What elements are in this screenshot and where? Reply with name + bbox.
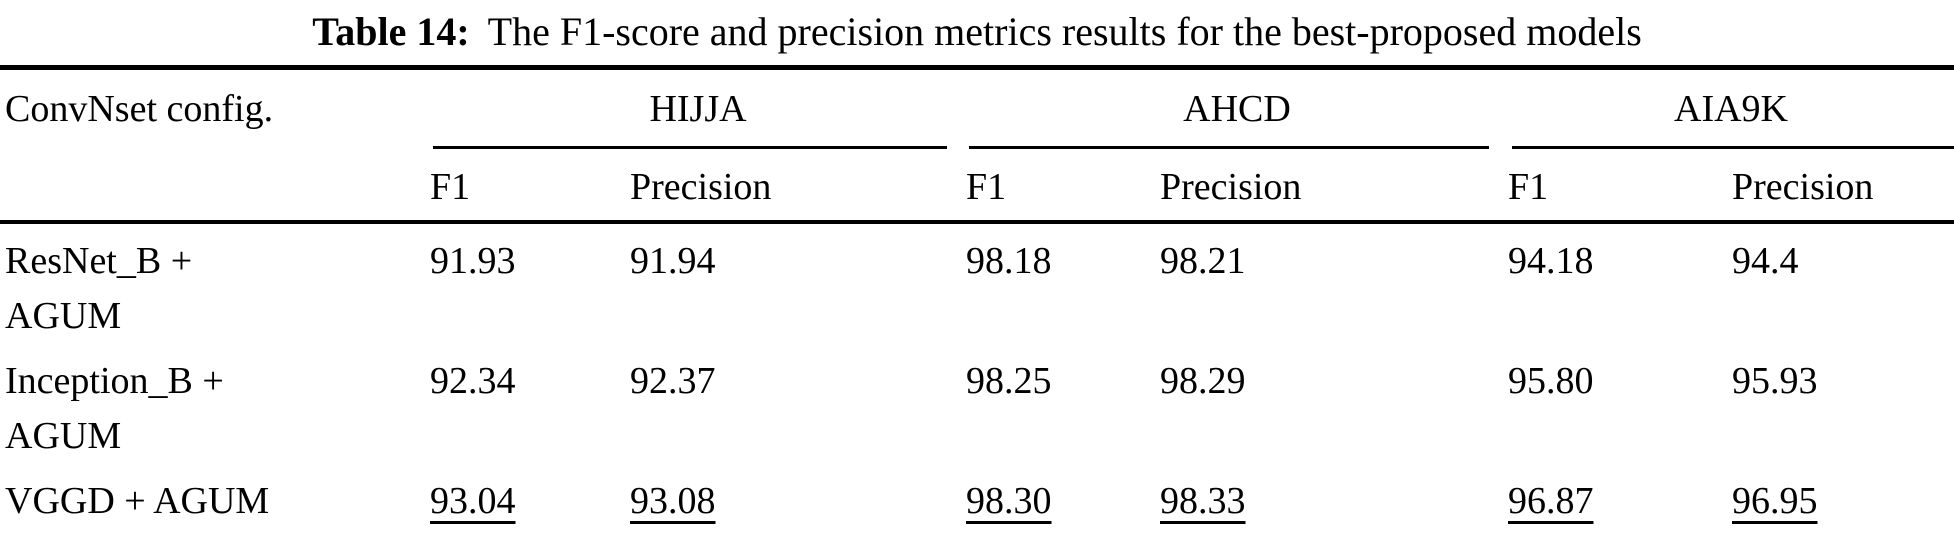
group-header-aia9k: AIA9K [1508,70,1954,149]
metric-value: 98.18 [966,240,1052,282]
subheader-hijja-f1: F1 [430,149,630,224]
metric-value-best: 96.95 [1732,480,1818,522]
subheader-hijja-precision: Precision [630,149,966,224]
metric-value: 94.4 [1732,240,1799,282]
metric-value: 95.80 [1508,360,1594,402]
subheader-ahcd-precision: Precision [1160,149,1508,224]
metric-value: 91.93 [430,240,516,282]
subheader-spacer [0,149,430,224]
model-name-line1: VGGD + AGUM [5,480,270,522]
model-name-line2: AGUM [5,415,122,457]
model-name-line2: AGUM [5,295,122,337]
column-header-convnet-config: ConvNset config. [5,88,274,130]
subheader-aia9k-f1: F1 [1508,149,1732,224]
metric-value-best: 93.04 [430,480,516,522]
metric-value: 92.34 [430,360,516,402]
model-name-line1: Inception_B + [5,360,224,402]
results-table: ConvNset config. HIJJA AHCD AIA9K F1 Pre… [0,65,1954,542]
metric-value-best: 96.87 [1508,480,1594,522]
metric-value-best: 98.30 [966,480,1052,522]
model-name: ResNet_B + AGUM [0,224,430,344]
model-name: Inception_B + AGUM [0,344,430,464]
metric-value: 92.37 [630,360,716,402]
metric-value: 98.29 [1160,360,1246,402]
metric-value: 98.21 [1160,240,1246,282]
metric-value: 98.25 [966,360,1052,402]
subheader-ahcd-f1: F1 [966,149,1160,224]
metric-value: 94.18 [1508,240,1594,282]
group-header-hijja: HIJJA [430,70,966,149]
model-name-line1: ResNet_B + [5,240,193,282]
metric-value-best: 93.08 [630,480,716,522]
metric-value: 95.93 [1732,360,1818,402]
group-header-ahcd: AHCD [966,70,1508,149]
model-name: VGGD + AGUM [0,464,430,542]
metric-value: 91.94 [630,240,716,282]
table-caption: Table 14: The F1-score and precision metr… [0,0,1954,65]
subheader-aia9k-precision: Precision [1732,149,1954,224]
metric-value-best: 98.33 [1160,480,1246,522]
table-caption-label: Table 14: [312,9,470,54]
table-caption-text: The F1-score and precision metrics resul… [487,9,1642,54]
